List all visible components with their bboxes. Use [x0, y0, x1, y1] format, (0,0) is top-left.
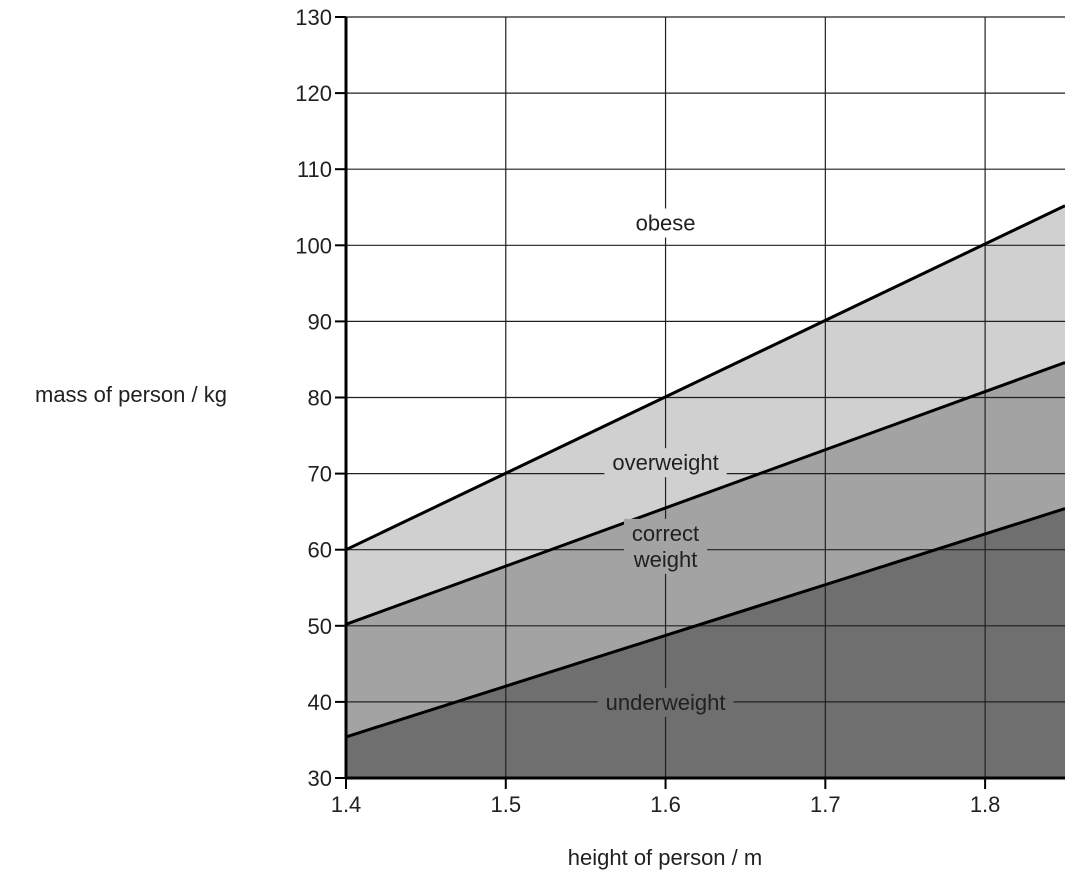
y-tick-label-100: 100 [295, 233, 332, 258]
x-tick-label-1-4: 1.4 [331, 792, 362, 817]
boundary-line-3 [345, 507, 1065, 739]
x-tick-label-1-6: 1.6 [650, 792, 681, 817]
x-tick-label-1-7: 1.7 [810, 792, 841, 817]
region-label-background [597, 687, 734, 717]
y-tick-label-30: 30 [308, 766, 332, 791]
y-tick-label-60: 60 [308, 538, 332, 563]
y-tick-label-130: 130 [295, 5, 332, 30]
y-axis-label: mass of person / kg [35, 382, 227, 407]
boundary-line-2 [345, 361, 1065, 626]
y-tick-label-90: 90 [308, 309, 332, 334]
region-label-text: correct [632, 521, 699, 546]
y-tick-label-70: 70 [308, 462, 332, 487]
region-label-underweight: underweight [597, 687, 734, 717]
y-tick-label-40: 40 [308, 690, 332, 715]
region-overweight [346, 205, 1065, 625]
boundary-lines [345, 204, 1065, 739]
y-tick-label-110: 110 [297, 157, 332, 182]
y-tick-label-50: 50 [308, 614, 332, 639]
region-label-obese: obese [627, 208, 704, 238]
region-obese [346, 17, 1065, 550]
boundary-line-1 [345, 204, 1065, 552]
x-tick-label-1-8: 1.8 [970, 792, 1001, 817]
region-label-background [627, 208, 704, 238]
region-label-text: obese [636, 210, 696, 235]
tick-marks: 1.4 1.5 1.6 1.7 1.8 30 40 50 60 70 80 90 100 110 120 13… [295, 5, 1000, 817]
region-underweight [346, 508, 1065, 778]
region-label-background [604, 448, 727, 478]
region-label-text: underweight [606, 690, 726, 715]
region-label-text: overweight [612, 450, 718, 475]
y-tick-label-80: 80 [308, 386, 332, 411]
x-tick-label-1-5: 1.5 [490, 792, 521, 817]
y-tick-label-120: 120 [295, 81, 332, 106]
region-label-background [623, 518, 708, 574]
x-axis-label: height of person / m [568, 845, 762, 870]
region-label-overweight: overweight [604, 448, 727, 478]
region-label-text: weight [633, 547, 698, 572]
